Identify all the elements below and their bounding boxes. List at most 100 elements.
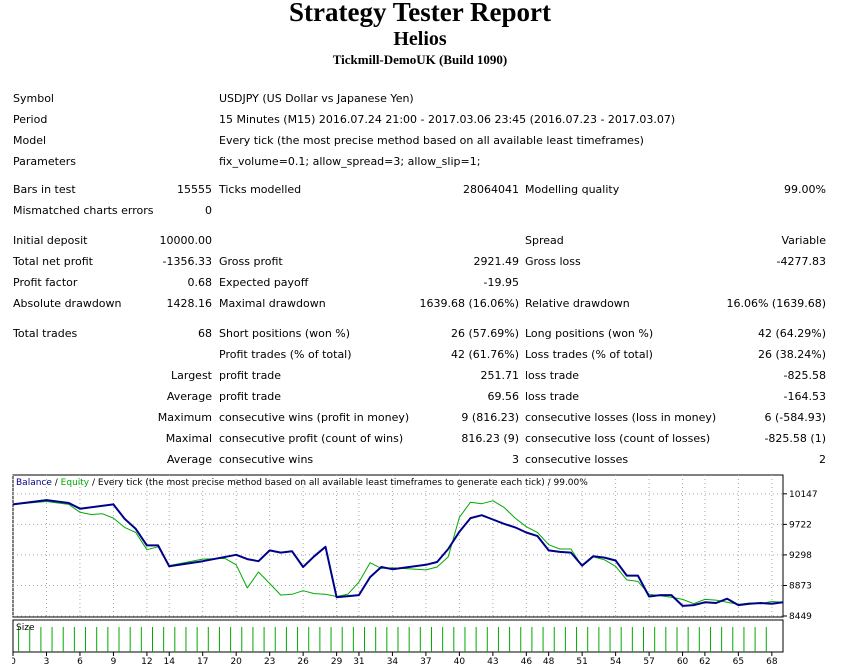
bars-value: 15555 (177, 183, 212, 196)
quality-label: Modelling quality (525, 183, 620, 196)
quality-value: 99.00% (784, 183, 826, 196)
largest-label: Largest (171, 369, 212, 382)
pf-value: 0.68 (187, 276, 213, 289)
x-tick-label: 14 (164, 657, 176, 666)
legend-equity: Equity (61, 478, 90, 488)
maxdd-value: 1639.68 (16.06%) (419, 297, 519, 310)
symbol-label: Symbol (13, 92, 54, 105)
profittrades-value: 42 (61.76%) (450, 348, 519, 361)
x-tick-label: 6 (77, 657, 83, 666)
x-tick-label: 26 (297, 657, 309, 666)
absdd-value: 1428.16 (166, 297, 213, 310)
x-tick-label: 46 (521, 657, 533, 666)
pf-label: Profit factor (13, 276, 78, 289)
trades-value: 68 (198, 327, 212, 340)
bars-label: Bars in test (13, 183, 76, 196)
x-tick-label: 65 (733, 657, 744, 666)
parameters-label: Parameters (13, 155, 76, 168)
average-loss-label: loss trade (525, 390, 580, 403)
legend-balance: Balance (16, 478, 52, 488)
x-tick-label: 31 (353, 657, 364, 666)
period-label: Period (13, 113, 48, 126)
avgwins-label: consecutive wins (219, 453, 314, 466)
payoff-value: -19.95 (483, 276, 519, 289)
losstrades-label: Loss trades (% of total) (525, 348, 653, 361)
deposit-label: Initial deposit (13, 234, 88, 247)
x-tick-label: 51 (576, 657, 587, 666)
maxloss-value: -825.58 (1) (764, 432, 826, 445)
deposit-value: 10000.00 (159, 234, 213, 247)
losstrades-value: 26 (38.24%) (757, 348, 826, 361)
long-value: 42 (64.29%) (757, 327, 826, 340)
avgwins-value: 3 (512, 453, 519, 466)
y-tick-label: 10147 (789, 490, 818, 500)
maxlosses-label: consecutive losses (loss in money) (525, 411, 717, 424)
absdd-label: Absolute drawdown (13, 297, 122, 310)
x-tick-label: 57 (643, 657, 654, 666)
largest-profit-value: 251.71 (480, 369, 520, 382)
ticks-value: 28064041 (463, 183, 519, 196)
x-tick-label: 68 (766, 657, 778, 666)
payoff-label: Expected payoff (219, 276, 309, 289)
largest-profit-label: profit trade (219, 369, 282, 382)
x-tick-label: 60 (677, 657, 689, 666)
largest-loss-label: loss trade (525, 369, 580, 382)
netprofit-label: Total net profit (13, 255, 93, 268)
average-profit-label: profit trade (219, 390, 282, 403)
y-tick-label: 8449 (789, 612, 812, 622)
report-title: Strategy Tester Report (289, 0, 551, 27)
grossloss-label: Gross loss (525, 255, 581, 268)
maximal-label: Maximal (165, 432, 212, 445)
x-tick-label: 43 (487, 657, 498, 666)
y-tick-label: 8873 (789, 581, 812, 591)
model-value: Every tick (the most precise method base… (219, 134, 644, 147)
avgcons-label: Average (166, 453, 212, 466)
server-name: Tickmill-DemoUK (Build 1090) (332, 52, 508, 67)
maximum-label: Maximum (157, 411, 212, 424)
x-tick-label: 62 (699, 657, 710, 666)
legend-description: / Every tick (the most precise method ba… (89, 478, 588, 488)
grossprofit-value: 2921.49 (473, 255, 520, 268)
short-value: 26 (57.69%) (450, 327, 519, 340)
profittrades-label: Profit trades (% of total) (219, 348, 352, 361)
reldd-label: Relative drawdown (525, 297, 630, 310)
maxloss-label: consecutive loss (count of losses) (525, 432, 711, 445)
mismatch-value: 0 (205, 204, 212, 217)
x-tick-label: 40 (454, 657, 466, 666)
avglosses-value: 2 (819, 453, 826, 466)
x-tick-label: 0 (12, 657, 16, 666)
chart-frame (12, 474, 784, 618)
maxprofit-label: consecutive profit (count of wins) (219, 432, 404, 445)
maxwins-value: 9 (816.23) (461, 411, 519, 424)
maxdd-label: Maximal drawdown (219, 297, 326, 310)
x-tick-label: 29 (331, 657, 343, 666)
x-tick-label: 17 (197, 657, 208, 666)
short-label: Short positions (won %) (219, 327, 351, 340)
balance-chart: 0 3 6 9 12 14 17 20 23 26 29 31 34 37 40 43 46 48 51 54 57 60… (12, 474, 845, 666)
x-tick-label: 9 (111, 657, 117, 666)
parameters-value: fix_volume=0.1; allow_spread=3; allow_sl… (219, 155, 481, 168)
average-label: Average (166, 390, 212, 403)
grossloss-value: -4277.83 (776, 255, 826, 268)
y-tick-label: 9298 (789, 551, 812, 561)
chart-legend: Balance / Equity / Every tick (the most … (16, 478, 588, 488)
long-label: Long positions (won %) (525, 327, 654, 340)
x-tick-label: 23 (264, 657, 275, 666)
model-label: Model (13, 134, 47, 147)
ticks-label: Ticks modelled (219, 183, 302, 196)
trades-label: Total trades (13, 327, 78, 340)
x-tick-label: 54 (610, 657, 622, 666)
mismatch-label: Mismatched charts errors (13, 204, 154, 217)
maxwins-label: consecutive wins (profit in money) (219, 411, 410, 424)
average-profit-value: 69.56 (487, 390, 520, 403)
y-tick-label: 9722 (789, 520, 812, 530)
spread-label: Spread (525, 234, 564, 247)
balance-line (12, 499, 784, 607)
reldd-value: 16.06% (1639.68) (726, 297, 826, 310)
largest-loss-value: -825.58 (783, 369, 826, 382)
x-tick-label: 37 (420, 657, 431, 666)
grossprofit-label: Gross profit (219, 255, 283, 268)
avglosses-label: consecutive losses (525, 453, 629, 466)
x-tick-label: 34 (387, 657, 399, 666)
legend-separator: / (52, 478, 61, 488)
